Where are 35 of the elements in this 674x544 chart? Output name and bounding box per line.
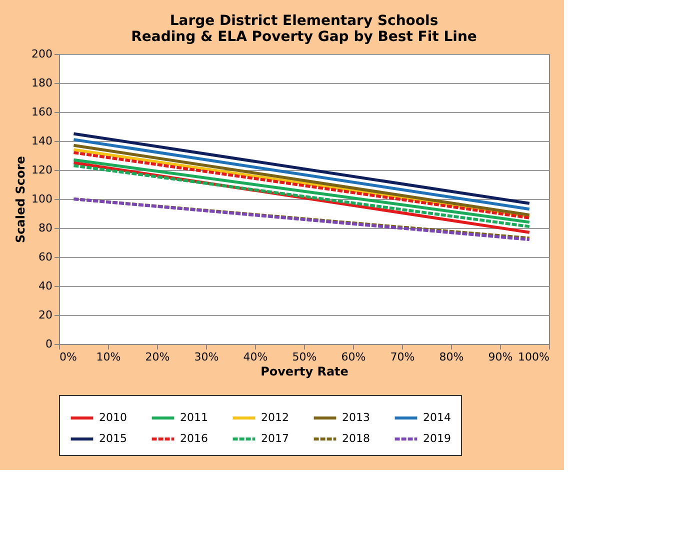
- y-tick-label: 100: [32, 192, 52, 206]
- y-tick-label: 40: [38, 280, 52, 292]
- y-tick-label: 120: [32, 164, 52, 176]
- legend-label: 2014: [423, 411, 451, 424]
- legend-label: 2011: [180, 411, 208, 424]
- x-tick-label: 20%: [145, 350, 170, 364]
- y-tick-label: 160: [32, 106, 52, 118]
- legend-label: 2012: [261, 411, 289, 424]
- x-tick-label: 50%: [292, 350, 317, 364]
- x-tick-label: 80%: [439, 350, 464, 364]
- y-tick-label: 20: [38, 308, 52, 322]
- legend-label: 2017: [261, 432, 289, 445]
- y-axis-title: Scaled Score: [14, 156, 28, 243]
- y-tick-label: 180: [32, 76, 52, 90]
- x-axis-title: Poverty Rate: [260, 364, 348, 378]
- y-tick-label: 200: [32, 48, 52, 60]
- legend-label: 2018: [342, 432, 370, 445]
- chart-title: Large District Elementary Schools Reading & ELA Poverty Gap by Best Fit Line: [131, 13, 477, 45]
- x-tick-label: 70%: [390, 350, 415, 364]
- y-tick-label: 60: [38, 250, 52, 264]
- x-tick-label: 40%: [243, 350, 268, 364]
- legend-label: 2015: [99, 432, 127, 445]
- y-tick-label: 140: [32, 134, 52, 148]
- legend-label: 2010: [99, 411, 127, 424]
- x-tick-label: 0%: [60, 350, 77, 364]
- y-tick-label: 0: [46, 338, 52, 350]
- x-tick-label: 10%: [96, 350, 121, 364]
- legend-label: 2013: [342, 411, 370, 424]
- legend-label: 2019: [423, 432, 451, 445]
- y-tick-label: 80: [38, 222, 52, 234]
- x-tick-label: 30%: [194, 350, 219, 364]
- legend-label: 2016: [180, 432, 208, 445]
- x-tick-label: 60%: [341, 350, 366, 364]
- x-tick-label: 90%: [488, 350, 513, 364]
- x-tick-label: 100%: [518, 350, 550, 364]
